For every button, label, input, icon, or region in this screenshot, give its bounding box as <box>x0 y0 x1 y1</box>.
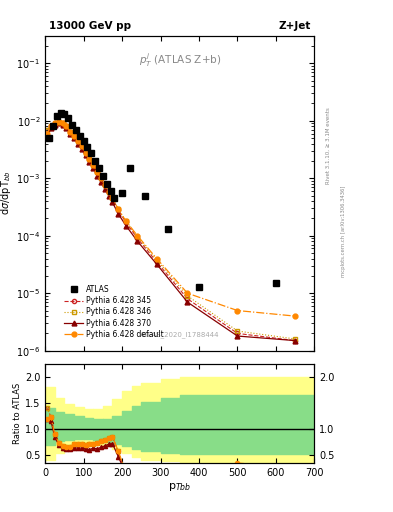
ATLAS <box>112 195 117 201</box>
ATLAS <box>70 122 75 128</box>
ATLAS <box>81 138 86 144</box>
Legend: ATLAS, Pythia 6.428 345, Pythia 6.428 346, Pythia 6.428 370, Pythia 6.428 defaul: ATLAS, Pythia 6.428 345, Pythia 6.428 34… <box>62 283 165 340</box>
ATLAS <box>93 158 97 164</box>
ATLAS <box>127 165 132 171</box>
Text: 13000 GeV pp: 13000 GeV pp <box>49 20 131 31</box>
Text: $p_T^j$ (ATLAS Z+b): $p_T^j$ (ATLAS Z+b) <box>139 52 221 70</box>
ATLAS <box>51 123 55 130</box>
Text: ATLAS_2020_I1788444: ATLAS_2020_I1788444 <box>140 331 220 338</box>
Text: Rivet 3.1.10, ≥ 3.1M events: Rivet 3.1.10, ≥ 3.1M events <box>326 108 331 184</box>
Line: ATLAS: ATLAS <box>46 111 279 289</box>
ATLAS <box>89 151 94 157</box>
Y-axis label: d$\sigma$/dpT$_{bb}$: d$\sigma$/dpT$_{bb}$ <box>0 171 13 216</box>
ATLAS <box>166 226 171 232</box>
X-axis label: p$_{Tbb}$: p$_{Tbb}$ <box>168 481 191 493</box>
ATLAS <box>196 284 201 290</box>
Y-axis label: Ratio to ATLAS: Ratio to ATLAS <box>13 383 22 444</box>
ATLAS <box>108 188 113 194</box>
ATLAS <box>120 190 125 196</box>
ATLAS <box>143 193 147 199</box>
ATLAS <box>47 135 51 141</box>
ATLAS <box>62 111 67 117</box>
ATLAS <box>105 181 109 187</box>
ATLAS <box>77 133 82 139</box>
Text: Z+Jet: Z+Jet <box>278 20 310 31</box>
ATLAS <box>66 115 71 121</box>
ATLAS <box>97 165 101 171</box>
ATLAS <box>85 144 90 150</box>
Text: mcplots.cern.ch [arXiv:1306.3436]: mcplots.cern.ch [arXiv:1306.3436] <box>342 185 346 277</box>
ATLAS <box>274 280 278 286</box>
ATLAS <box>58 110 63 116</box>
ATLAS <box>54 113 59 119</box>
ATLAS <box>101 173 105 179</box>
ATLAS <box>73 126 78 133</box>
